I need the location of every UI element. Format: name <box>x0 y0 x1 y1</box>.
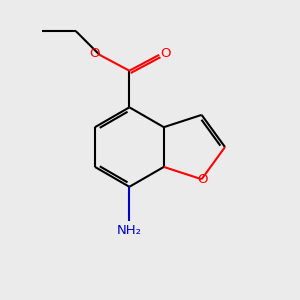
Text: O: O <box>197 173 208 186</box>
Text: O: O <box>160 47 170 60</box>
Text: NH₂: NH₂ <box>117 224 142 236</box>
Text: O: O <box>89 47 100 60</box>
